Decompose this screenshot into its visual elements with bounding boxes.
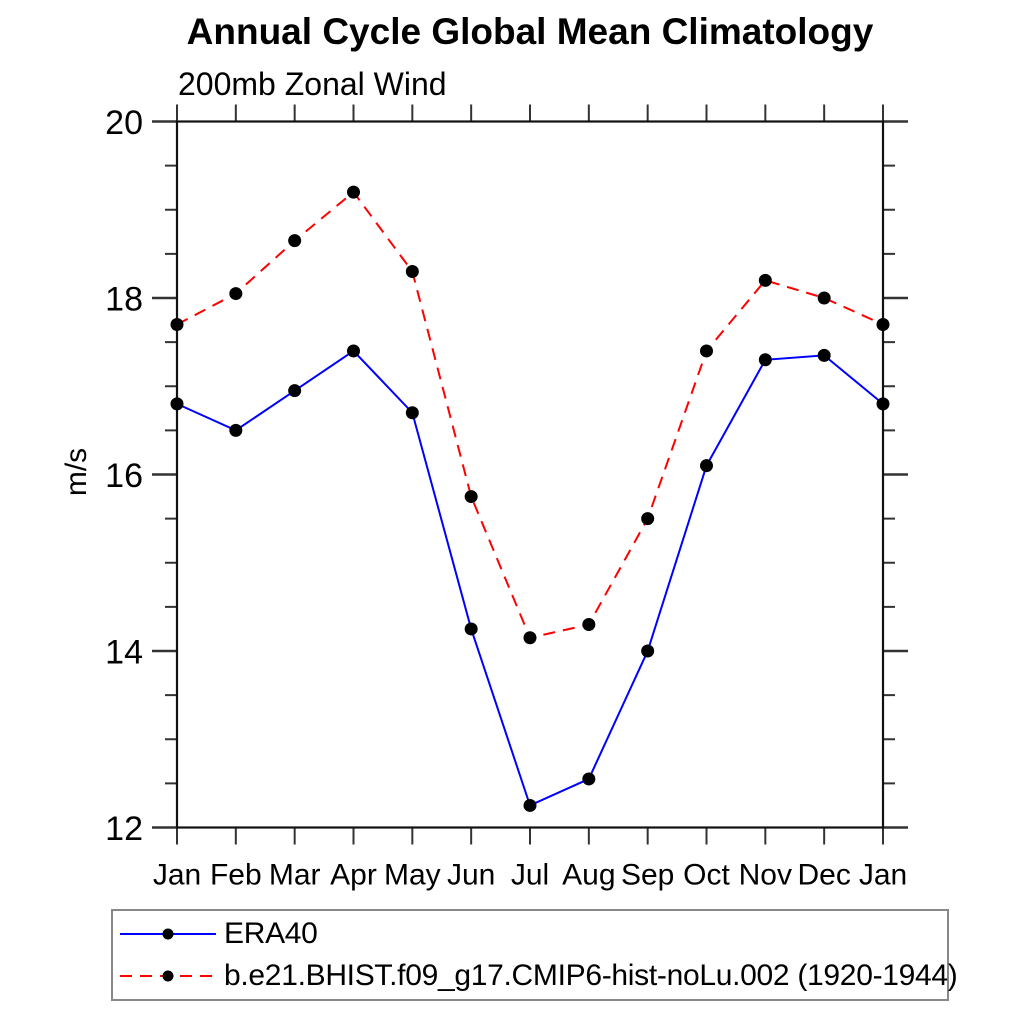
data-point-marker	[758, 273, 772, 287]
x-axis-ticks	[176, 104, 884, 845]
data-point-marker	[464, 622, 478, 636]
data-point-marker	[464, 490, 478, 504]
x-tick-label: Jan	[153, 859, 201, 892]
chart-subtitle: 200mb Zonal Wind	[178, 66, 447, 102]
data-point-marker	[523, 798, 537, 812]
data-point-marker	[876, 397, 890, 411]
chart-title: Annual Cycle Global Mean Climatology	[186, 11, 874, 52]
legend-line-sample-solid	[120, 928, 216, 940]
x-tick-label: Apr	[330, 859, 377, 892]
y-tick-label: 18	[105, 281, 143, 319]
data-point-marker	[170, 397, 184, 411]
data-point-marker	[347, 185, 360, 199]
data-point-marker	[405, 265, 419, 279]
data-point-marker	[641, 512, 655, 526]
legend-marker	[162, 928, 174, 940]
x-tick-label: May	[384, 859, 441, 892]
x-tick-label: Nov	[739, 859, 792, 892]
legend-item-model: b.e21.BHIST.f09_g17.CMIP6-hist-noLu.002 …	[113, 956, 958, 996]
y-tick-label: 20	[105, 104, 143, 142]
x-tick-label: Dec	[797, 859, 850, 892]
y-tick-label: 16	[105, 457, 143, 495]
series-1	[170, 185, 890, 645]
data-point-marker	[229, 287, 243, 301]
x-tick-label: Mar	[269, 859, 321, 892]
x-tick-label: Feb	[210, 859, 262, 892]
legend-label-era40: ERA40	[224, 916, 318, 950]
data-point-marker	[817, 348, 831, 362]
x-tick-label: Oct	[683, 859, 730, 892]
x-axis-tick-labels: Jan Feb Mar Apr May Jun Jul Aug Sep Oct Nov Dec Jan	[153, 859, 907, 892]
data-point-marker	[523, 631, 537, 645]
data-point-marker	[700, 459, 713, 473]
data-point-marker	[582, 618, 596, 632]
data-point-marker	[288, 234, 302, 248]
axis-frame	[175, 120, 885, 829]
y-axis-tick-labels: 12 14 16 18 20	[105, 104, 143, 848]
y-tick-label: 14	[105, 634, 143, 672]
legend-line-sample-dashed	[120, 970, 216, 982]
legend-item-era40: ERA40	[113, 914, 947, 954]
legend-label-model: b.e21.BHIST.f09_g17.CMIP6-hist-noLu.002 …	[224, 959, 958, 993]
data-point-marker	[229, 423, 243, 437]
series-line-1	[176, 190, 884, 639]
data-point-marker	[817, 291, 831, 305]
x-tick-label: Jul	[511, 859, 549, 892]
x-tick-label: Jun	[447, 859, 495, 892]
data-point-marker	[876, 317, 890, 331]
x-tick-label: Jan	[859, 859, 907, 892]
series-0	[170, 344, 890, 812]
data-point-marker	[758, 353, 772, 367]
x-tick-label: Aug	[562, 859, 615, 892]
legend-marker	[162, 970, 174, 982]
y-tick-label: 12	[105, 810, 143, 848]
y-axis-ticks	[152, 120, 908, 829]
data-point-marker	[405, 406, 419, 420]
data-point-marker	[170, 317, 184, 331]
series-line-0	[176, 349, 884, 807]
data-point-marker	[641, 644, 655, 658]
data-point-marker	[700, 344, 713, 358]
data-point-marker	[582, 772, 596, 786]
data-point-marker	[347, 344, 360, 358]
legend: ERA40 b.e21.BHIST.f09_g17.CMIP6-hist-noL…	[111, 909, 958, 1001]
x-tick-label: Sep	[621, 859, 674, 892]
data-point-marker	[288, 384, 302, 398]
